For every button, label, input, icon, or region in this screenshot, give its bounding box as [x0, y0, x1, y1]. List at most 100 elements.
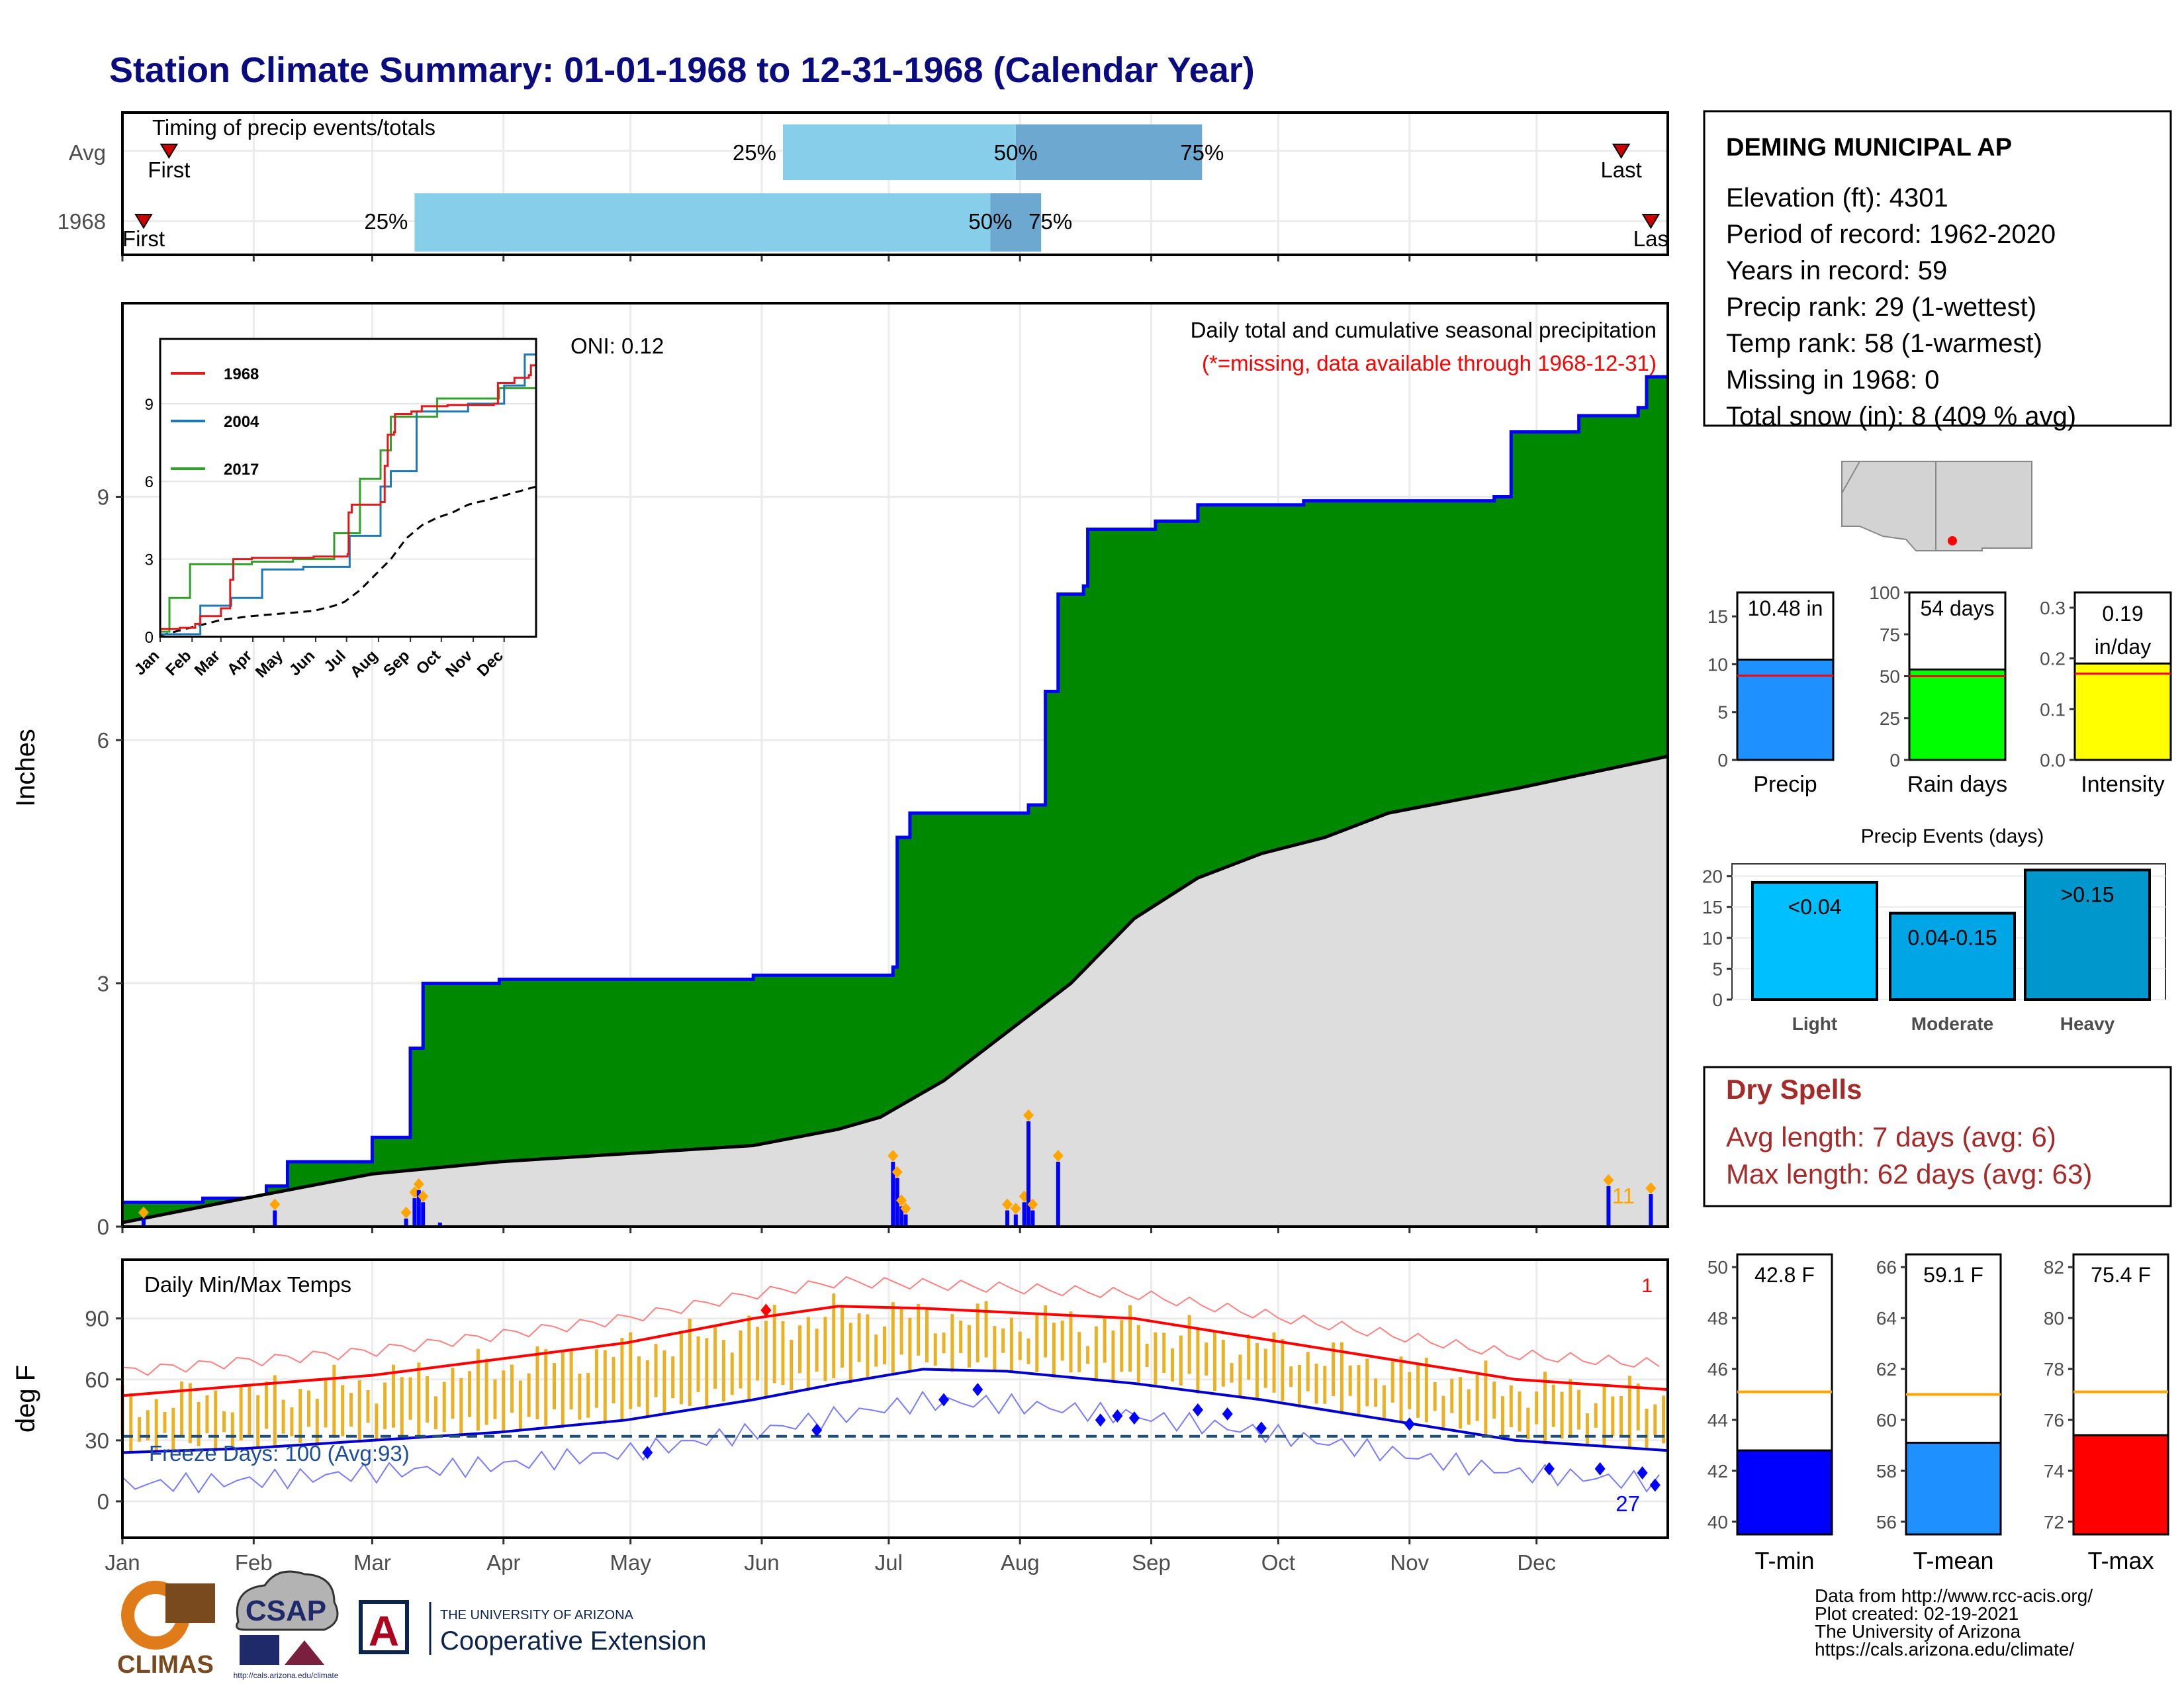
snow-event-marker	[1027, 1198, 1038, 1211]
daily-temp-bar	[1247, 1334, 1251, 1380]
daily-temp-bar	[950, 1314, 954, 1372]
snow-event-marker	[1002, 1198, 1013, 1211]
dry-spells-title: Dry Spells	[1726, 1074, 1862, 1105]
last-event-label: Las	[1633, 226, 1668, 251]
temp-summary-name: T-max	[2087, 1547, 2154, 1574]
daily-temp-bar	[1128, 1305, 1132, 1372]
daily-temp-bar	[1390, 1361, 1394, 1403]
record-low-marker	[1637, 1466, 1648, 1480]
snow-event-marker	[1603, 1174, 1614, 1186]
summary-bar	[2073, 662, 2172, 761]
daily-temp-bar	[1272, 1332, 1276, 1393]
daily-temp-bar	[1340, 1342, 1343, 1415]
daily-temp-bar	[1501, 1396, 1505, 1439]
month-tick-label: Dec	[1517, 1550, 1556, 1575]
precip-events-chart: Precip Events (days) 0 5 10 15 20 <0.04 Light 0…	[1702, 825, 2166, 1034]
year-iqr-upper	[990, 193, 1042, 252]
daily-temp-bar	[1060, 1320, 1064, 1361]
snow-event-marker	[896, 1194, 907, 1207]
first-event-marker	[134, 214, 153, 229]
daily-temp-bar	[426, 1376, 430, 1423]
daily-temp-bar	[654, 1344, 658, 1397]
snow-event-marker	[138, 1206, 149, 1219]
average-cumulative-line	[122, 755, 1668, 1225]
daily-temp-bar	[171, 1407, 175, 1452]
csap-mountain-icon	[285, 1640, 324, 1665]
temp-summary-tick-label: 66	[1876, 1257, 1897, 1278]
daily-temp-bar	[1662, 1395, 1666, 1444]
quantile-25-label: 25%	[733, 140, 776, 165]
daily-temp-bar	[138, 1417, 142, 1442]
station-line: Period of record: 1962-2020	[1726, 220, 2056, 249]
temp-y-axis-label: deg F	[11, 1365, 40, 1432]
summary-bar-name: Precip	[1753, 772, 1817, 797]
precip-panel: Daily total and cumulative seasonal prec…	[11, 302, 1669, 1239]
ua-cooperative-extension-logo: A THE UNIVERSITY OF ARIZONA Cooperative …	[359, 1600, 706, 1656]
temp-summary-tick-label: 56	[1876, 1512, 1897, 1532]
daily-temp-bar	[1645, 1408, 1649, 1451]
daily-temp-bar	[1069, 1311, 1073, 1373]
daily-temp-bar	[815, 1329, 819, 1372]
daily-temp-bar	[823, 1317, 827, 1382]
daily-precip-bar	[1022, 1202, 1026, 1227]
last-event-marker	[1612, 144, 1631, 159]
daily-temp-bar	[637, 1356, 641, 1407]
dry-spells-max: Max length: 62 days (avg: 63)	[1726, 1158, 2092, 1190]
summary-bar-tick-label: 50	[1880, 667, 1900, 687]
daily-temp-bar	[1196, 1329, 1200, 1394]
daily-temp-bar	[679, 1331, 683, 1405]
daily-temp-bar	[1205, 1342, 1208, 1376]
year-iqr-lower	[414, 193, 991, 252]
daily-temp-bar	[281, 1399, 285, 1434]
daily-precip-bar	[416, 1190, 421, 1227]
daily-temp-bar	[383, 1382, 387, 1430]
daily-temp-bar	[493, 1379, 497, 1419]
inset-series-2004	[160, 346, 537, 635]
events-bar-label: >0.15	[2061, 882, 2115, 906]
summary-bar	[1736, 658, 1835, 761]
daily-temp-bar	[1475, 1374, 1479, 1421]
temp-frame	[121, 1258, 1669, 1539]
snow-event-marker	[269, 1198, 281, 1211]
inset-y-tick-label: 9	[145, 396, 154, 414]
daily-temp-bar	[1086, 1346, 1090, 1364]
daily-temp-bar	[1569, 1379, 1572, 1438]
daily-precip-bar	[1606, 1186, 1611, 1227]
daily-temp-bar	[1145, 1343, 1149, 1367]
month-tick-label: Feb	[235, 1550, 273, 1575]
timing-row-avg-label: Avg	[69, 140, 106, 165]
average-min-temp-line	[122, 1368, 1668, 1454]
temp-summary-tick-label: 58	[1876, 1461, 1897, 1481]
daily-temp-bar	[518, 1380, 522, 1431]
inset-legend-label: 1968	[224, 365, 259, 383]
daily-temp-bar	[544, 1349, 548, 1426]
daily-temp-bar	[578, 1374, 582, 1420]
daily-precip-bar	[1026, 1121, 1031, 1227]
daily-temp-bar	[197, 1401, 201, 1446]
summary-bar-tick-label: 0.0	[2040, 750, 2066, 771]
temp-summary-tick-label: 80	[2044, 1308, 2064, 1329]
daily-temp-bar	[1408, 1372, 1412, 1409]
daily-temp-bar	[645, 1360, 649, 1417]
last-event-label: Last	[1600, 158, 1641, 182]
daily-temp-bar	[484, 1358, 488, 1425]
locator-map	[1841, 461, 2032, 551]
daily-temp-bar	[315, 1399, 319, 1446]
daily-temp-bar	[1348, 1365, 1352, 1396]
temp-summary-tick-label: 40	[1707, 1512, 1728, 1532]
daily-temp-bar	[705, 1338, 709, 1409]
climas-logo: CLIMAS	[117, 1581, 215, 1679]
daily-temp-bar	[535, 1346, 539, 1420]
daily-temp-bar	[1636, 1383, 1640, 1430]
daily-temp-bar	[662, 1350, 666, 1415]
daily-temp-bar	[899, 1307, 903, 1355]
oni-value: ONI: 0.12	[570, 334, 664, 358]
daily-temp-bar	[1653, 1404, 1657, 1436]
daily-temp-bar	[1585, 1413, 1589, 1447]
csap-wordmark: CSAP	[246, 1595, 326, 1627]
snow-event-marker	[1010, 1202, 1021, 1215]
daily-temp-bar	[798, 1325, 802, 1374]
daily-temp-bar	[688, 1319, 692, 1406]
